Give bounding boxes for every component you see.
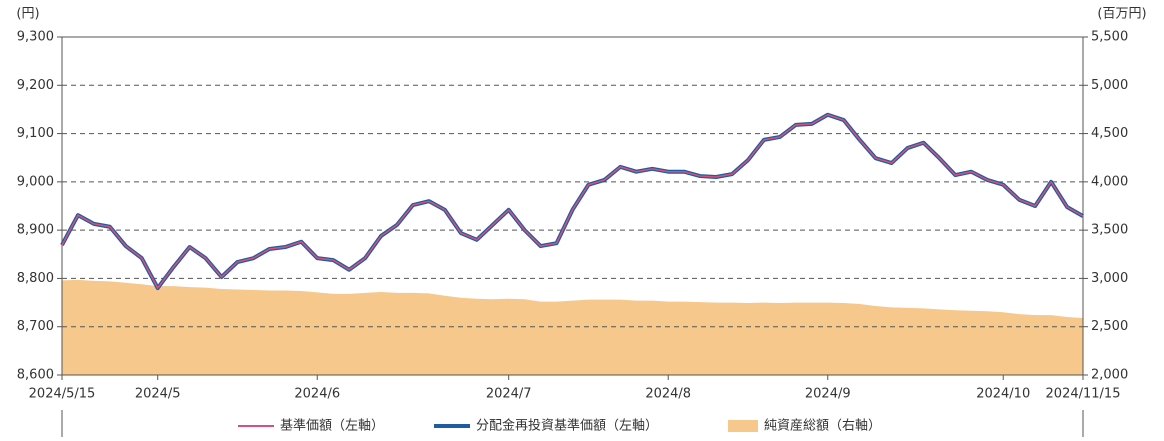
x-tick-label: 2024/11/15 <box>1046 387 1121 402</box>
y-tick-label: 9,300 <box>17 30 54 45</box>
y2-tick-label: 3,500 <box>1091 223 1128 238</box>
y2-tick-label: 4,000 <box>1091 174 1128 189</box>
y2-axis-label: (百万円) <box>1097 7 1146 22</box>
legend-swatch <box>728 420 758 432</box>
y-tick-label: 8,800 <box>17 271 54 286</box>
y2-tick-label: 3,000 <box>1091 271 1128 286</box>
y2-tick-label: 5,500 <box>1091 30 1128 45</box>
y-tick-label: 8,900 <box>17 223 54 238</box>
x-tick-label: 2024/5/15 <box>29 387 96 402</box>
y2-tick-label: 4,500 <box>1091 126 1128 141</box>
x-tick-label: 2024/8 <box>645 387 691 402</box>
plot-frame <box>61 36 1084 376</box>
y2-tick-label: 5,000 <box>1091 78 1128 93</box>
y-tick-label: 9,100 <box>17 126 54 141</box>
x-tick-label: 2024/7 <box>486 387 532 402</box>
y-tick-label: 9,000 <box>17 174 54 189</box>
x-tick-label: 2024/9 <box>805 387 851 402</box>
y2-tick-label: 2,000 <box>1091 368 1128 383</box>
legend-label: 分配金再投資基準価額（左軸） <box>476 418 658 434</box>
y-axis-label: (円) <box>16 7 39 22</box>
x-tick-label: 2024/10 <box>976 387 1030 402</box>
x-tick-label: 2024/5 <box>135 387 181 402</box>
line <box>61 113 1084 289</box>
line <box>60 112 1084 291</box>
legend-label: 基準価額（左軸） <box>280 418 384 434</box>
y-tick-label: 8,600 <box>17 368 54 383</box>
y-tick-label: 9,200 <box>17 78 54 93</box>
y-tick-label: 8,700 <box>17 319 54 334</box>
x-tick-label: 2024/6 <box>294 387 340 402</box>
y2-tick-label: 2,500 <box>1091 319 1128 334</box>
legend-label: 純資産総額（右軸） <box>764 418 881 434</box>
area <box>62 279 1083 375</box>
